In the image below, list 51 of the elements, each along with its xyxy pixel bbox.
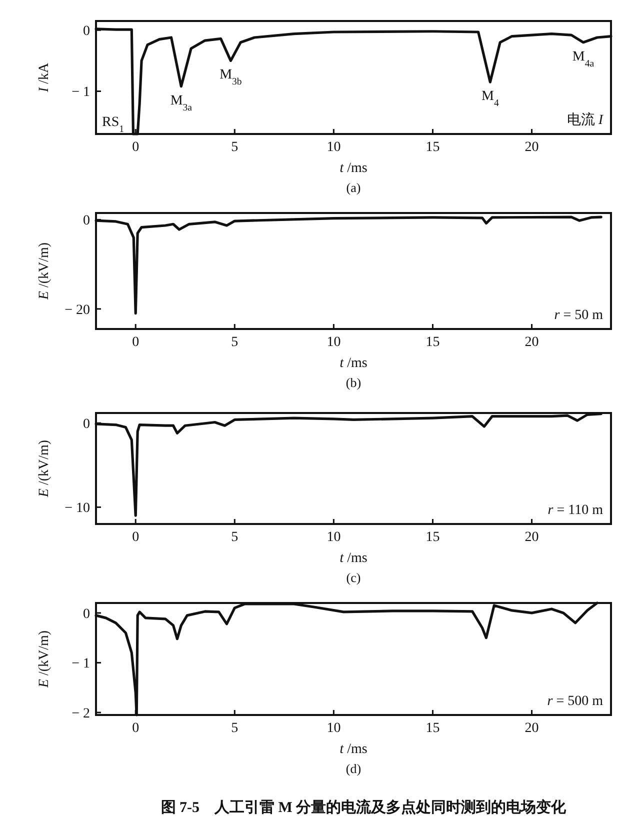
x-axis-title: t /ms: [340, 742, 368, 757]
x-axis-title: t /ms: [340, 161, 368, 176]
x-tick-label: 0: [132, 721, 140, 736]
x-tick-label: 15: [426, 530, 440, 545]
x-tick-label: 15: [426, 140, 440, 155]
y-axis-title: I /kA: [37, 62, 52, 94]
y-tick-label: 0: [83, 214, 90, 229]
annotation: M$_{4}$: [481, 89, 499, 109]
x-tick-label: 5: [231, 530, 238, 545]
y-tick-label: − 20: [64, 302, 90, 318]
text: (d): [346, 761, 362, 776]
x-tick-label: 5: [231, 140, 238, 155]
text: (a): [346, 180, 361, 195]
annotation: M$_{4a}$: [572, 49, 595, 69]
annotation: r = 500 m: [547, 694, 604, 709]
x-axis-title: t /ms: [340, 551, 368, 566]
annotation: r = 50 m: [554, 308, 604, 323]
x-tick-label: 20: [524, 721, 539, 736]
y-tick-label: 0: [83, 24, 90, 40]
y-tick-label: − 1: [72, 656, 90, 672]
x-tick-label: 0: [132, 335, 140, 350]
x-tick-label: 15: [426, 721, 440, 736]
y-axis-title: E /(kV/m): [37, 630, 52, 689]
y-axis-title: E /(kV/m): [37, 242, 52, 301]
x-tick-label: 0: [132, 530, 140, 545]
annotation: M$_{3b}$: [220, 68, 242, 88]
x-tick-label: 15: [426, 335, 440, 350]
x-tick-label: 10: [326, 335, 341, 350]
annotation: 电流 I: [566, 112, 604, 128]
text: (b): [346, 375, 362, 390]
x-tick-label: 10: [326, 530, 341, 545]
text: (c): [346, 570, 361, 585]
y-tick-label: − 1: [72, 85, 90, 100]
caption: 图 7-5 人工引雷 M 分量的电流及多点处同时测到的电场变化: [160, 798, 568, 816]
annotation: RS$_{1}$: [102, 115, 124, 134]
y-axis-title: E /(kV/m): [37, 440, 52, 498]
annotation: r = 110 m: [548, 503, 604, 518]
y-tick-label: 0: [83, 606, 90, 622]
x-tick-label: 10: [326, 140, 341, 155]
x-tick-label: 20: [524, 530, 539, 545]
y-tick-label: 0: [83, 417, 90, 432]
x-tick-label: 5: [231, 721, 238, 736]
y-tick-label: − 10: [64, 501, 90, 516]
y-tick-label: − 2: [72, 706, 90, 722]
x-tick-label: 0: [132, 140, 140, 155]
x-tick-label: 5: [231, 335, 238, 350]
x-axis-title: t /ms: [340, 356, 368, 371]
x-tick-label: 20: [524, 140, 539, 155]
x-tick-label: 20: [524, 335, 539, 350]
annotation: M$_{3a}$: [170, 93, 193, 113]
x-tick-label: 10: [326, 721, 341, 736]
